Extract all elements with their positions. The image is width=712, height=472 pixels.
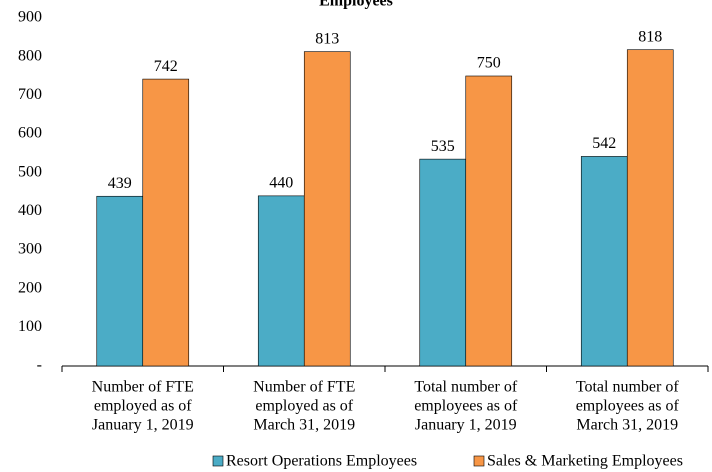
legend-swatch bbox=[473, 455, 485, 467]
y-tick-label: 400 bbox=[18, 202, 42, 219]
bar bbox=[626, 49, 674, 367]
bar bbox=[465, 75, 513, 367]
x-tick-label: January 1, 2019 bbox=[92, 417, 194, 434]
y-tick-label: 200 bbox=[18, 279, 42, 296]
x-tick-label: employed as of bbox=[255, 398, 353, 415]
bar bbox=[303, 51, 351, 367]
x-tick-label: Number of FTE bbox=[253, 379, 355, 396]
x-tick-label: employees as of bbox=[576, 398, 680, 415]
legend-label: Resort Operations Employees bbox=[226, 453, 417, 470]
y-tick-label: 100 bbox=[18, 318, 42, 335]
value-label: 742 bbox=[154, 58, 178, 75]
value-label: 535 bbox=[431, 138, 455, 155]
y-tick-label: 900 bbox=[18, 9, 42, 26]
bar bbox=[96, 195, 144, 367]
value-label: 818 bbox=[638, 28, 662, 45]
legend-swatch bbox=[212, 455, 224, 467]
bar bbox=[419, 158, 467, 367]
bar bbox=[580, 156, 628, 367]
y-tick-label: 500 bbox=[18, 163, 42, 180]
value-label: 542 bbox=[592, 135, 616, 152]
y-tick-label: - bbox=[37, 357, 42, 374]
y-tick-label: 600 bbox=[18, 125, 42, 142]
value-label: 813 bbox=[315, 30, 339, 47]
value-label: 750 bbox=[477, 55, 501, 72]
value-label: 440 bbox=[269, 175, 293, 192]
legend-label: Sales & Marketing Employees bbox=[487, 453, 683, 470]
value-label: 439 bbox=[108, 175, 132, 192]
y-tick-label: 800 bbox=[18, 47, 42, 64]
y-tick-label: 300 bbox=[18, 241, 42, 258]
chart-title: Employees bbox=[319, 0, 393, 10]
x-tick-label: Total number of bbox=[576, 379, 680, 396]
x-tick-label: employed as of bbox=[94, 398, 192, 415]
x-tick-label: January 1, 2019 bbox=[415, 417, 517, 434]
y-tick-label: 700 bbox=[18, 86, 42, 103]
x-tick-label: Total number of bbox=[414, 379, 518, 396]
x-tick-label: March 31, 2019 bbox=[253, 417, 355, 434]
x-tick-label: employees as of bbox=[414, 398, 518, 415]
bar bbox=[142, 78, 190, 367]
x-tick-label: March 31, 2019 bbox=[576, 417, 678, 434]
x-tick-label: Number of FTE bbox=[92, 379, 194, 396]
bar bbox=[257, 195, 305, 367]
